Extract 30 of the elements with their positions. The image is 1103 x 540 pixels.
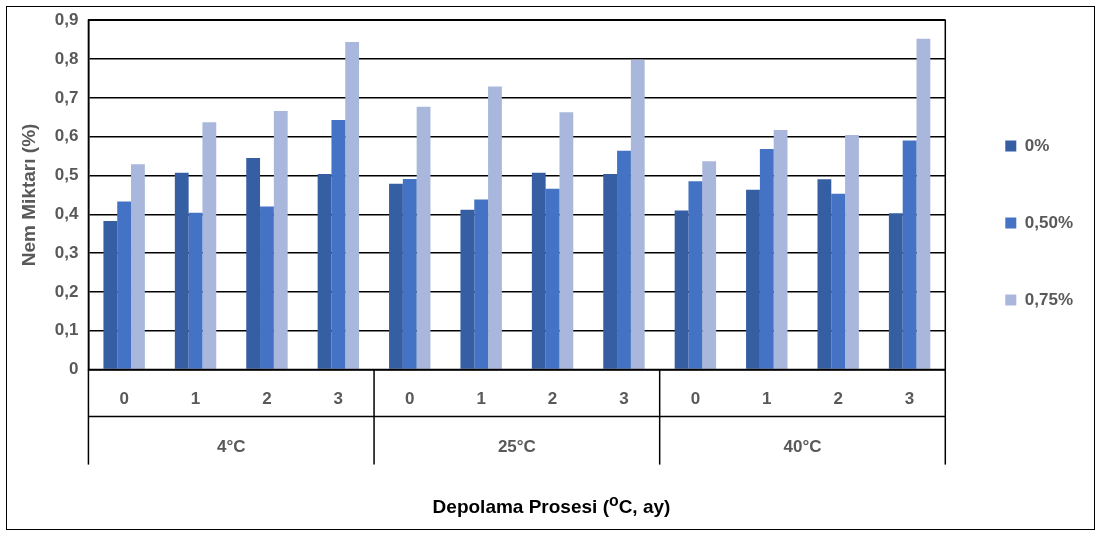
x-tick-label: 0 bbox=[405, 389, 415, 409]
y-tick-label: 0,6 bbox=[54, 126, 79, 146]
x-axis-title: Depolama Prosesi ($^{o}$C, ay) bbox=[431, 492, 672, 519]
y-tick-label: 0,2 bbox=[54, 281, 79, 301]
x-tick-label: 0 bbox=[119, 389, 129, 409]
y-axis-title: Nem Miktarı (%) bbox=[17, 123, 39, 267]
x-tick-label: 2 bbox=[262, 389, 272, 409]
y-tick-label: 0,1 bbox=[54, 320, 79, 340]
x-tick-label: 2 bbox=[833, 389, 843, 409]
y-tick-label: 0,9 bbox=[54, 9, 79, 29]
y-tick-label: 0,7 bbox=[54, 87, 79, 107]
text: 4°C bbox=[216, 437, 246, 457]
legend-label: 0,75% bbox=[1024, 289, 1073, 309]
x-tick-label: 1 bbox=[476, 389, 486, 409]
x-tick-label: 1 bbox=[190, 389, 201, 409]
legend-label: 0% bbox=[1024, 135, 1050, 155]
x-tick-label: 0 bbox=[690, 389, 701, 409]
y-tick-label: 0,8 bbox=[54, 48, 79, 68]
y-tick-label: 0 bbox=[68, 359, 79, 379]
x-tick-label: 1 bbox=[762, 389, 772, 409]
x-tick-label: 2 bbox=[547, 389, 558, 409]
text: 40°C bbox=[783, 437, 822, 457]
x-tick-label: 3 bbox=[904, 389, 915, 409]
y-tick-label: 0,3 bbox=[54, 242, 79, 262]
text: 25°C bbox=[497, 437, 536, 457]
legend-label: 0,50% bbox=[1024, 212, 1073, 232]
y-tick-label: 0,5 bbox=[54, 165, 79, 185]
y-tick-label: 0,4 bbox=[54, 204, 79, 223]
x-tick-label: 3 bbox=[619, 389, 629, 409]
x-tick-label: 3 bbox=[333, 389, 344, 409]
